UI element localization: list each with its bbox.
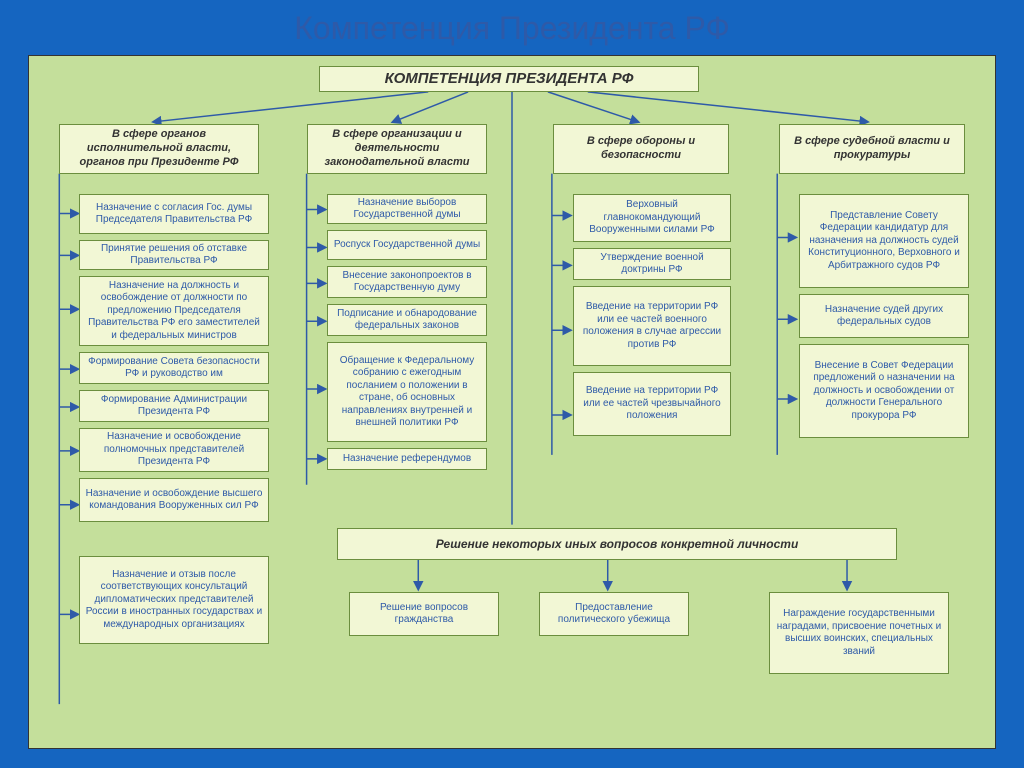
c1-item-0: Назначение с согласия Гос. думы Председа… <box>79 194 269 234</box>
c2-item-4: Обращение к Федеральному собранию с ежег… <box>327 342 487 442</box>
category-judicial: В сфере судебной власти и прокуратуры <box>779 124 965 174</box>
diagram-canvas: КОМПЕТЕНЦИЯ ПРЕЗИДЕНТА РФ В сфере органо… <box>28 55 996 749</box>
c2-item-5: Назначение референдумов <box>327 448 487 470</box>
c2-item-2: Внесение законопроектов в Государственну… <box>327 266 487 298</box>
c3-item-1: Утверждение военной доктрины РФ <box>573 248 731 280</box>
c3-item-2: Введение на территории РФ или ее частей … <box>573 286 731 366</box>
category-defense: В сфере обороны и безопасности <box>553 124 729 174</box>
c1-item-4: Формирование Администрации Президента РФ <box>79 390 269 422</box>
c4-item-2: Внесение в Совет Федерации предложений о… <box>799 344 969 438</box>
c1-item-2: Назначение на должность и освобождение о… <box>79 276 269 346</box>
category-exec: В сфере органов исполнительной власти, о… <box>59 124 259 174</box>
c1-item-1: Принятие решения об отставке Правительст… <box>79 240 269 270</box>
c4-item-1: Назначение судей других федеральных судо… <box>799 294 969 338</box>
c3-item-3: Введение на территории РФ или ее частей … <box>573 372 731 436</box>
sec-item-1: Предоставление политического убежища <box>539 592 689 636</box>
root-box: КОМПЕТЕНЦИЯ ПРЕЗИДЕНТА РФ <box>319 66 699 92</box>
category-legis: В сфере организации и деятельности закон… <box>307 124 487 174</box>
sec-item-0: Решение вопросов гражданства <box>349 592 499 636</box>
c2-item-0: Назначение выборов Государственной думы <box>327 194 487 224</box>
page-title: Компетенция Президента РФ <box>28 10 996 47</box>
c1-item-5: Назначение и освобождение полномочных пр… <box>79 428 269 472</box>
c2-item-1: Роспуск Государственной думы <box>327 230 487 260</box>
c1-item-6: Назначение и освобождение высшего команд… <box>79 478 269 522</box>
c4-item-0: Представление Совету Федерации кандидату… <box>799 194 969 288</box>
c3-item-0: Верховный главнокомандующий Вооруженными… <box>573 194 731 242</box>
secondary-header: Решение некоторых иных вопросов конкретн… <box>337 528 897 560</box>
c1-item-3: Формирование Совета безопасности РФ и ру… <box>79 352 269 384</box>
c2-item-3: Подписание и обнародование федеральных з… <box>327 304 487 336</box>
sec-item-2: Награждение государственными наградами, … <box>769 592 949 674</box>
c1-item-7: Назначение и отзыв после соответствующих… <box>79 556 269 644</box>
